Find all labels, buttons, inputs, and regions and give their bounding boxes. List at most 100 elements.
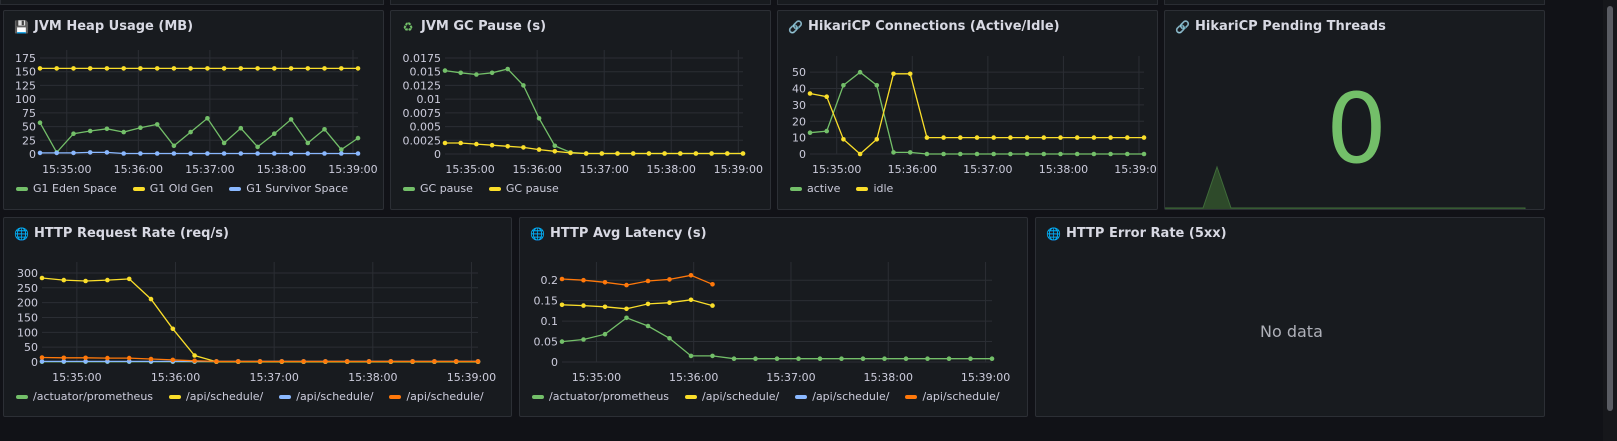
- legend-item[interactable]: GC pause: [488, 182, 559, 195]
- data-point: [583, 151, 589, 156]
- data-point: [458, 70, 463, 76]
- data-point: [581, 337, 586, 342]
- data-point: [710, 303, 715, 308]
- legend-item[interactable]: G1 Survivor Space: [229, 182, 348, 195]
- data-point: [453, 359, 459, 364]
- data-point: [339, 66, 344, 71]
- legend-swatch: [403, 186, 415, 191]
- chart-legend: /actuator/prometheus/api/schedule/ /api/s…: [16, 390, 484, 403]
- legend-swatch: [132, 186, 145, 191]
- panel-hikari-pending[interactable]: 🔗 HikariCP Pending Threads 0: [1164, 10, 1545, 210]
- x-tick-label: 15:38:00: [647, 163, 696, 176]
- y-tick-label: 30: [792, 99, 806, 112]
- legend-item[interactable]: /api/schedule/: [279, 390, 373, 403]
- chart-legend: active idle: [790, 182, 893, 195]
- data-point: [474, 72, 479, 77]
- data-point: [61, 359, 67, 364]
- legend-item[interactable]: /api/schedule/: [685, 390, 779, 403]
- data-point: [154, 122, 160, 127]
- panel-http-latency[interactable]: 🌐 HTTP Avg Latency (s) 0.2 0.15 0.1 0.05 0 15:…: [519, 217, 1028, 417]
- legend-item[interactable]: idle: [856, 182, 893, 195]
- data-point: [824, 94, 829, 99]
- data-point: [1024, 135, 1030, 140]
- panel-http-error-rate[interactable]: 🌐 HTTP Error Rate (5xx) No data: [1035, 217, 1545, 417]
- data-point: [188, 151, 193, 156]
- data-point: [255, 144, 260, 150]
- data-point: [624, 315, 629, 321]
- data-point: [170, 357, 176, 363]
- data-point: [489, 70, 495, 76]
- latency-chart[interactable]: 0.2 0.15 0.1 0.05 0 15:35:00 15:36:00 15:37:00 1…: [520, 218, 1028, 417]
- x-tick-label: 15:36:00: [888, 163, 937, 176]
- data-point: [87, 66, 93, 71]
- legend-item[interactable]: GC pause: [403, 182, 473, 195]
- data-point: [874, 83, 880, 88]
- y-tick-label: 50: [24, 341, 38, 354]
- legend-item[interactable]: /actuator/prometheus: [532, 390, 669, 403]
- data-point: [305, 66, 311, 71]
- data-point: [105, 355, 110, 361]
- data-point: [37, 150, 43, 156]
- data-point: [104, 126, 110, 132]
- data-point: [807, 91, 813, 96]
- hikari-chart[interactable]: 50 40 30 20 10 0 15:35:00 15:36:00 15:37:00 15:38…: [778, 11, 1158, 210]
- legend-swatch: [856, 186, 869, 191]
- legend-item[interactable]: /api/schedule/: [795, 390, 889, 403]
- y-tick-label: 125: [15, 79, 36, 92]
- data-point: [1058, 135, 1063, 140]
- data-point: [710, 282, 715, 287]
- data-point: [458, 140, 463, 146]
- x-tick-label: 15:38:00: [257, 163, 306, 176]
- data-point: [339, 151, 344, 156]
- data-point: [355, 151, 361, 156]
- data-point: [71, 66, 76, 71]
- panel-jvm-heap[interactable]: 💾 JVM Heap Usage (MB) 175 150 125 100 75 50 25 0…: [3, 10, 384, 210]
- page-scrollbar[interactable]: [1603, 0, 1617, 441]
- data-point: [126, 355, 132, 361]
- data-point: [87, 150, 93, 155]
- data-point: [678, 151, 683, 156]
- y-tick-label: 0: [29, 148, 36, 161]
- legend-item[interactable]: /api/schedule/: [389, 390, 484, 403]
- x-tick-label: 15:35:00: [812, 163, 861, 176]
- panel-jvm-gc[interactable]: ♻ JVM GC Pause (s) 0.0175 0.015 0.0125 0.01 0…: [390, 10, 771, 210]
- legend-item[interactable]: /api/schedule/: [905, 390, 1000, 403]
- data-point: [410, 359, 415, 364]
- data-point: [39, 275, 45, 281]
- legend-item[interactable]: G1 Eden Space: [16, 182, 117, 195]
- chart-legend: G1 Eden Space G1 Old Gen G1 Survivor Space: [16, 182, 348, 195]
- data-point: [192, 353, 197, 358]
- legend-item[interactable]: G1 Old Gen: [132, 182, 213, 195]
- x-tick-label: 15:39:00: [961, 371, 1010, 384]
- data-point: [170, 326, 176, 332]
- legend-label: active: [807, 182, 841, 195]
- legend-item[interactable]: /api/schedule/: [169, 390, 263, 403]
- panel-hikari-connections[interactable]: 🔗 HikariCP Connections (Active/Idle) 50 40…: [777, 10, 1158, 210]
- data-point: [505, 66, 510, 72]
- data-point: [974, 135, 980, 140]
- legend-label: GC pause: [420, 182, 473, 195]
- legend-item[interactable]: active: [790, 182, 840, 195]
- data-point: [624, 282, 629, 288]
- top-panel-edges: [0, 0, 1600, 5]
- data-point: [1008, 151, 1013, 157]
- data-point: [301, 359, 306, 364]
- data-point: [903, 356, 909, 361]
- series-line: [809, 73, 1144, 155]
- data-point: [710, 353, 715, 359]
- gc-chart[interactable]: 0.01750.0150.01250.010.00750.0050.002501…: [391, 11, 771, 210]
- panel-http-request-rate[interactable]: 🌐 HTTP Request Rate (req/s) 300 250 200 150 1…: [3, 217, 512, 417]
- legend-item[interactable]: /actuator/prometheus: [16, 390, 153, 403]
- y-tick-label: 40: [792, 83, 806, 96]
- y-tick-label: 50: [792, 66, 806, 79]
- data-point: [138, 66, 143, 71]
- series-line: [39, 117, 359, 154]
- scrollbar-thumb[interactable]: [1607, 6, 1613, 411]
- series-line: [561, 299, 713, 310]
- data-point: [1125, 135, 1130, 140]
- data-point: [442, 68, 448, 73]
- data-point: [322, 127, 327, 132]
- data-point: [138, 125, 143, 130]
